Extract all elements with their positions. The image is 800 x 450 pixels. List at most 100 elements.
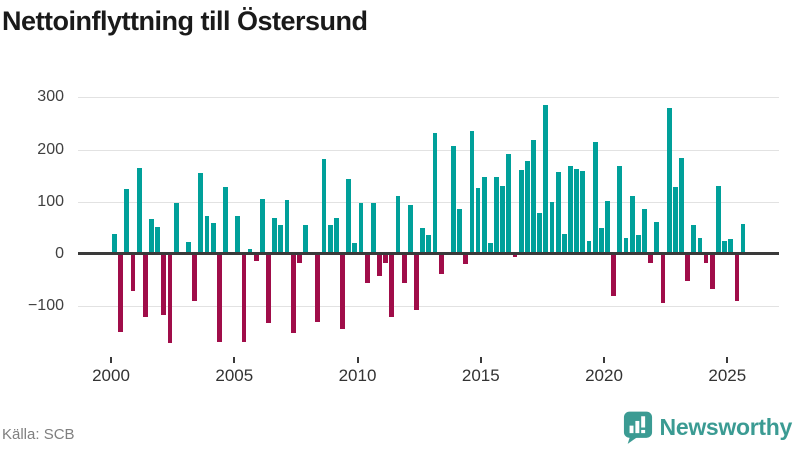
x-axis-tick: [726, 357, 729, 363]
bar: [278, 224, 284, 254]
bar: [506, 153, 512, 254]
bar: [401, 253, 407, 284]
bar: [494, 176, 499, 254]
bar: [432, 132, 438, 254]
x-axis-tick: [110, 357, 112, 363]
bar: [537, 212, 543, 254]
gridline: [78, 305, 779, 307]
bar: [679, 157, 684, 254]
bar: [112, 234, 117, 254]
bar: [173, 203, 179, 254]
bar: [155, 226, 161, 254]
bar: [500, 185, 506, 254]
bar: [210, 222, 216, 254]
bar: [672, 187, 678, 254]
bar: [149, 219, 154, 254]
gridline: [78, 97, 779, 99]
bar: [531, 140, 536, 254]
bar: [161, 253, 167, 315]
x-axis-label: 2005: [215, 366, 254, 385]
bar: [136, 167, 142, 254]
x-axis-tick: [603, 357, 605, 363]
gridline: [78, 201, 779, 203]
bar: [642, 209, 647, 254]
bar: [512, 253, 518, 257]
bar: [290, 253, 296, 333]
bar: [654, 222, 660, 254]
bar: [395, 195, 401, 254]
bar: [272, 217, 278, 254]
bar: [703, 253, 709, 263]
bar: [592, 142, 598, 254]
x-axis-tick: [356, 357, 359, 363]
x-axis-label: 2025: [708, 366, 747, 385]
chart-title: Nettoinflyttning till Östersund: [2, 6, 368, 36]
bar: [327, 224, 333, 254]
bar: [605, 201, 610, 254]
bar: [358, 202, 364, 254]
bar: [167, 253, 173, 344]
bar: [383, 253, 389, 264]
bar: [352, 242, 358, 254]
bar: [574, 169, 580, 254]
bar: [340, 253, 345, 330]
bar: [124, 189, 130, 254]
bar: [420, 228, 426, 254]
bar: [709, 253, 715, 290]
bar: [635, 234, 641, 254]
bar: [186, 241, 191, 254]
bar: [216, 253, 222, 342]
bar: [623, 238, 629, 254]
bar: [740, 224, 746, 254]
bar: [561, 233, 567, 254]
bar: [389, 253, 395, 317]
bar: [734, 253, 740, 301]
bar: [118, 253, 124, 332]
bar: [253, 253, 259, 262]
bar: [543, 105, 549, 254]
newsworthy-wordmark: Newsworthy: [659, 413, 793, 440]
bar: [716, 185, 721, 254]
bar: [685, 253, 691, 281]
bar: [481, 176, 487, 254]
x-axis-label: 2020: [585, 366, 623, 385]
bar: [364, 253, 370, 283]
bar: [660, 253, 666, 303]
bar: [130, 253, 136, 292]
bar: [728, 239, 734, 254]
bar: [586, 240, 592, 254]
bar: [142, 253, 148, 317]
bar: [580, 170, 586, 254]
bar: [346, 179, 352, 254]
x-axis-tick: [479, 357, 482, 363]
bar: [438, 253, 444, 275]
bar: [198, 172, 204, 254]
bar: [407, 204, 413, 254]
bar: [259, 199, 265, 254]
bar: [555, 171, 561, 254]
bar: [333, 217, 339, 254]
x-axis-label: 2000: [92, 366, 130, 385]
bar: [377, 253, 382, 277]
bar: [284, 199, 290, 254]
bar: [463, 253, 469, 265]
y-axis-label: 0: [55, 244, 64, 262]
x-axis-label: 2015: [461, 366, 500, 385]
y-axis-label: −100: [27, 296, 64, 314]
bar: [241, 253, 247, 342]
bar: [617, 165, 623, 254]
y-axis-label: 300: [37, 88, 64, 106]
bar: [303, 224, 308, 254]
bar: [629, 195, 635, 254]
bar: [666, 108, 672, 254]
bar: [549, 202, 555, 254]
newsworthy-logo: Newsworthy: [623, 408, 792, 446]
y-axis-label: 200: [37, 140, 64, 158]
gridline: [78, 149, 779, 151]
bar: [247, 248, 253, 254]
x-axis-tick: [233, 357, 236, 363]
bar: [457, 209, 462, 254]
bar: [469, 131, 475, 254]
bar: [204, 216, 210, 254]
